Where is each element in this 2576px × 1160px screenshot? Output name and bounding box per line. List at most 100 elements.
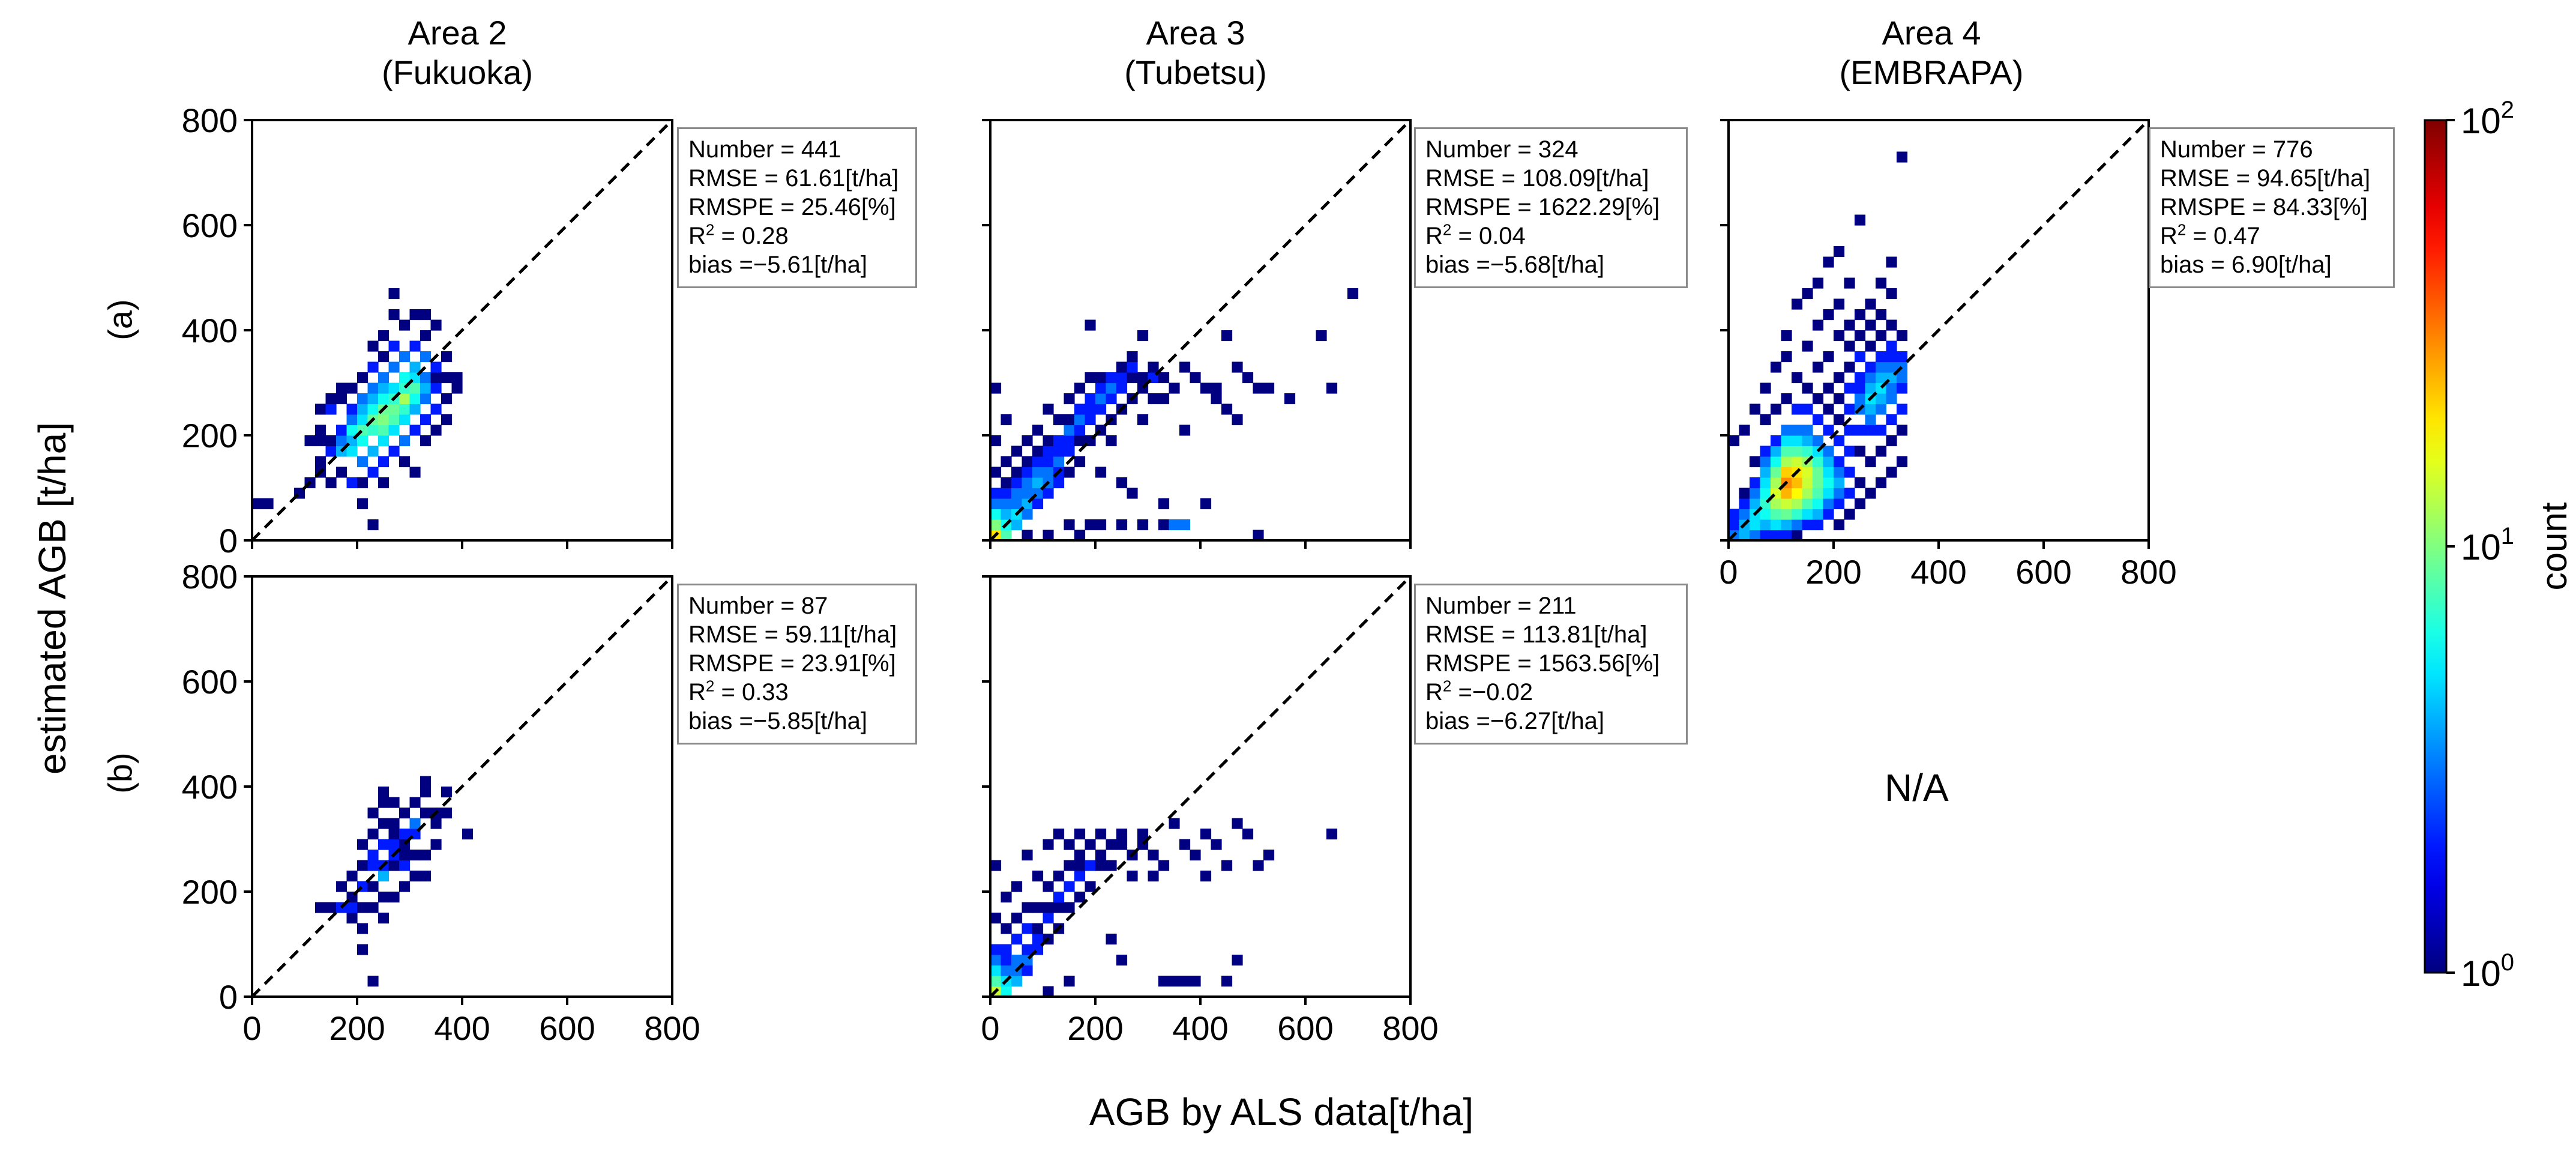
heatmap-cell — [1781, 435, 1792, 447]
heatmap-cell — [325, 393, 337, 405]
heatmap-cell — [357, 902, 369, 913]
heatmap-cell — [1771, 361, 1782, 373]
heatmap-cell — [1834, 330, 1845, 342]
heatmap-cell — [1043, 488, 1054, 499]
stats-rmse: RMSE = 113.81[t/ha] — [1425, 621, 1648, 648]
heatmap-cell — [1064, 839, 1075, 850]
heatmap-cell — [1095, 403, 1107, 415]
heatmap-cell — [1011, 976, 1023, 987]
heatmap-cell — [1834, 488, 1845, 499]
heatmap-cell — [1085, 403, 1096, 415]
heatmap-cell — [1200, 498, 1212, 510]
heatmap-cell — [325, 446, 337, 457]
heatmap-cell — [1106, 839, 1117, 850]
heatmap-cell — [1253, 382, 1264, 394]
heatmap-cell — [1326, 382, 1338, 394]
heatmap-cell — [1844, 382, 1855, 394]
heatmap-cell — [1771, 446, 1782, 457]
heatmap-cell — [357, 860, 369, 871]
heatmap-cell — [378, 414, 390, 426]
heatmap-cell — [1760, 477, 1771, 489]
x-tick-label: 800 — [1382, 1009, 1438, 1047]
heatmap-cell — [336, 382, 348, 394]
stats-box-area3-a: Number = 324 RMSE = 108.09[t/ha] RMSPE =… — [1414, 127, 1688, 288]
heatmap-cell — [1771, 456, 1782, 468]
x-tick-label: 0 — [1719, 553, 1738, 591]
heatmap-cell — [1750, 488, 1761, 499]
heatmap-cell — [367, 881, 379, 892]
heatmap-cell — [1001, 530, 1012, 541]
heatmap-cell — [1781, 530, 1792, 541]
heatmap-cell — [1158, 976, 1170, 987]
heatmap-cell — [1032, 934, 1044, 945]
heatmap-cell — [388, 288, 400, 300]
heatmap-cell — [367, 382, 379, 394]
heatmap-cell — [1232, 414, 1243, 426]
heatmap-cell — [1242, 372, 1254, 384]
heatmap-cell — [1074, 871, 1086, 882]
heatmap-cell — [420, 382, 432, 394]
heatmap-cell — [1886, 382, 1897, 394]
heatmap-cell — [378, 818, 390, 829]
heatmap-cell — [1064, 414, 1075, 426]
heatmap-cell — [1739, 530, 1750, 541]
heatmap-cell — [430, 319, 442, 331]
heatmap-cell — [336, 467, 348, 478]
heatmap-cell — [1813, 361, 1824, 373]
heatmap-cell — [1022, 850, 1033, 861]
heatmap-cell — [378, 913, 390, 924]
heatmap-cell — [1802, 403, 1813, 415]
heatmap-cell — [325, 435, 337, 447]
one-to-one-line — [989, 119, 1412, 542]
heatmap-cell — [1200, 871, 1212, 882]
heatmap-cell — [1242, 829, 1254, 840]
heatmap-cell — [399, 414, 411, 426]
heatmap-cell — [1739, 488, 1750, 499]
heatmap-cell — [1781, 509, 1792, 520]
heatmap-cell — [1022, 488, 1033, 499]
heatmap-cell — [1876, 403, 1887, 415]
heatmap-cell — [1792, 298, 1803, 310]
heatmap-cell — [1771, 477, 1782, 489]
colorbar-label: count — [2534, 502, 2574, 590]
heatmap-cell — [1834, 467, 1845, 478]
heatmap-cell — [1876, 361, 1887, 373]
heatmap-cell — [1053, 892, 1065, 903]
heatmap-cell — [1158, 519, 1170, 531]
heatmap-cell — [1876, 393, 1887, 405]
heatmap-cell — [409, 871, 421, 882]
heatmap-cell — [420, 393, 432, 405]
heatmap-cell — [1064, 424, 1075, 436]
heatmap-cell — [1886, 435, 1897, 447]
y-tick-label: 200 — [182, 873, 238, 911]
heatmap-cell — [1876, 351, 1887, 363]
heatmap-cell — [262, 498, 274, 510]
heatmap-cell — [1739, 498, 1750, 510]
heatmap-cell — [1190, 850, 1201, 861]
heatmap-cell — [1760, 456, 1771, 468]
stats-bias: bias =−5.85[t/ha] — [688, 708, 868, 734]
heatmap-cell — [378, 456, 390, 468]
heatmap-cell — [1865, 298, 1876, 310]
heatmap-cell — [441, 787, 453, 798]
heatmap-cell — [346, 403, 358, 415]
heatmap-cell — [357, 923, 369, 934]
heatmap-cell — [1876, 330, 1887, 342]
y-tick-label: 400 — [182, 312, 238, 349]
heatmap-cell — [367, 850, 379, 861]
heatmap-cell — [1897, 456, 1908, 468]
x-tick-label: 800 — [2120, 553, 2176, 591]
heatmap-cell — [1032, 456, 1044, 468]
stats-r2: R2 = 0.28 — [688, 220, 789, 249]
heatmap-cell — [1855, 214, 1866, 226]
heatmap-cell — [990, 488, 1002, 499]
heatmap-cell — [367, 976, 379, 987]
heatmap-cell — [399, 351, 411, 363]
heatmap-cell — [1802, 477, 1813, 489]
stats-bias: bias =−5.61[t/ha] — [688, 252, 868, 278]
heatmap-cell — [1001, 892, 1012, 903]
heatmap-cell — [399, 372, 411, 384]
heatmap-cell — [1855, 372, 1866, 384]
heatmap-cell — [336, 424, 348, 436]
heatmap-cell — [357, 372, 369, 384]
